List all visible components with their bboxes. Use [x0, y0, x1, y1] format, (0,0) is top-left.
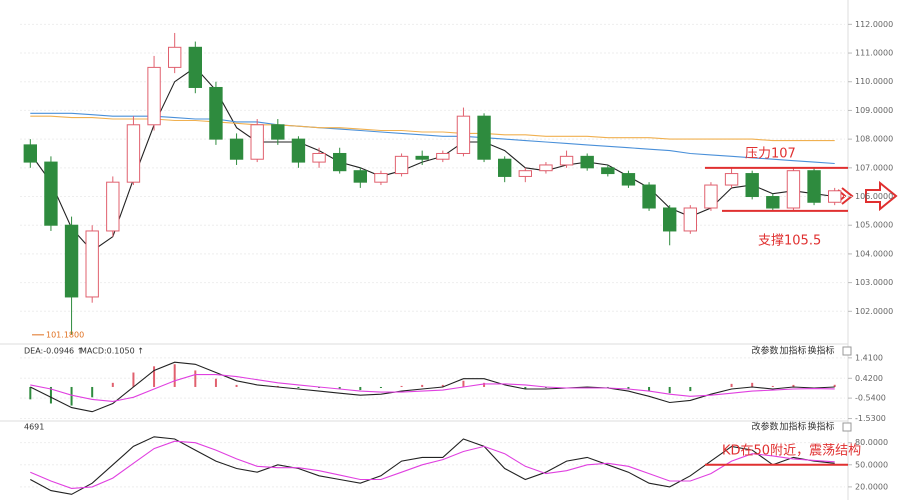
candle-body	[44, 161, 58, 226]
candle-body	[580, 155, 594, 169]
candle-body	[291, 138, 306, 163]
candle-body	[477, 115, 491, 160]
close-button[interactable]	[842, 422, 852, 432]
y-tick-label: -1.5300	[855, 414, 886, 423]
candle-body	[353, 170, 367, 183]
candle-body	[312, 152, 326, 163]
indicator-line	[30, 361, 835, 413]
candle-body	[271, 124, 285, 140]
candle-body	[188, 46, 202, 88]
y-tick-label: 108.0000	[855, 135, 893, 144]
y-tick-label: -0.5400	[855, 394, 886, 403]
indicator-header: 4691	[24, 423, 44, 432]
y-tick-label: 0.4200	[855, 374, 883, 383]
candle-body	[786, 170, 801, 209]
candle-body	[415, 155, 429, 160]
candle-body	[807, 170, 821, 203]
y-tick-label: 112.0000	[855, 20, 893, 29]
y-tick-label: 102.0000	[855, 307, 893, 316]
y-tick-label: 109.0000	[855, 106, 893, 115]
candle-body	[559, 155, 574, 166]
indicator-button[interactable]: 改参数	[751, 421, 778, 433]
arrow-icon	[865, 180, 898, 212]
indicator-button[interactable]: 改参数	[751, 345, 778, 357]
indicator-line	[30, 112, 835, 165]
y-tick-label: 107.0000	[855, 163, 893, 172]
y-tick-label: 105.0000	[855, 221, 893, 230]
candle-body	[601, 167, 615, 175]
candle-body	[539, 164, 553, 172]
indicator-header: MACD:0.1050 ↑	[80, 347, 144, 356]
indicator-button[interactable]: 换指标	[807, 421, 834, 433]
low-marker-label: 101.1800	[46, 330, 84, 339]
candle-body	[704, 184, 718, 209]
candle-body	[229, 138, 244, 160]
candle-body	[498, 158, 512, 177]
candle-body	[642, 184, 656, 209]
close-button[interactable]	[842, 346, 852, 356]
candle-body	[436, 152, 450, 160]
y-tick-label: 106.0000	[855, 192, 893, 201]
candle-body	[106, 181, 120, 232]
candle-body	[766, 196, 780, 209]
candle-body	[374, 173, 388, 183]
indicator-line	[29, 66, 835, 252]
indicator-line	[30, 436, 835, 495]
y-tick-label: 20.0000	[855, 482, 888, 491]
y-tick-label: 110.0000	[855, 77, 893, 86]
candle-body	[456, 115, 471, 154]
candle-body	[23, 144, 37, 163]
candle-body	[518, 170, 532, 177]
indicator-line	[30, 440, 835, 489]
indicator-line	[30, 115, 835, 142]
candle-body	[147, 66, 161, 126]
candle-body	[250, 124, 264, 160]
indicator-button[interactable]: 加指标	[779, 421, 806, 433]
y-tick-label: 50.0000	[855, 460, 888, 469]
y-tick-label: 104.0000	[855, 249, 893, 258]
candle-body	[683, 207, 697, 232]
candle-body	[828, 190, 842, 203]
indicator-button[interactable]: 加指标	[779, 345, 806, 357]
candle-body	[745, 173, 759, 198]
candle-body	[209, 86, 223, 140]
level-annotation: 支撑105.5	[758, 233, 821, 248]
candle-body	[333, 152, 347, 172]
indicator-header: DEA:-0.0946 ↑	[24, 347, 83, 356]
candle-body	[126, 124, 141, 183]
candle-body	[85, 230, 99, 298]
y-tick-label: 103.0000	[855, 278, 893, 287]
level-annotation: KD在50附近，震荡结构	[722, 443, 861, 458]
y-tick-label: 111.0000	[855, 49, 893, 58]
candle-body	[64, 224, 79, 298]
indicator-line	[30, 374, 835, 402]
candle-body	[168, 46, 182, 68]
candle-body	[663, 207, 677, 232]
candle-body	[621, 173, 636, 186]
level-annotation: 压力107	[745, 146, 796, 161]
candle-body	[724, 173, 739, 186]
y-tick-label: 80.0000	[855, 438, 888, 447]
indicator-button[interactable]: 换指标	[807, 345, 834, 357]
y-tick-label: 1.4100	[855, 353, 883, 362]
candle-body	[394, 155, 409, 175]
